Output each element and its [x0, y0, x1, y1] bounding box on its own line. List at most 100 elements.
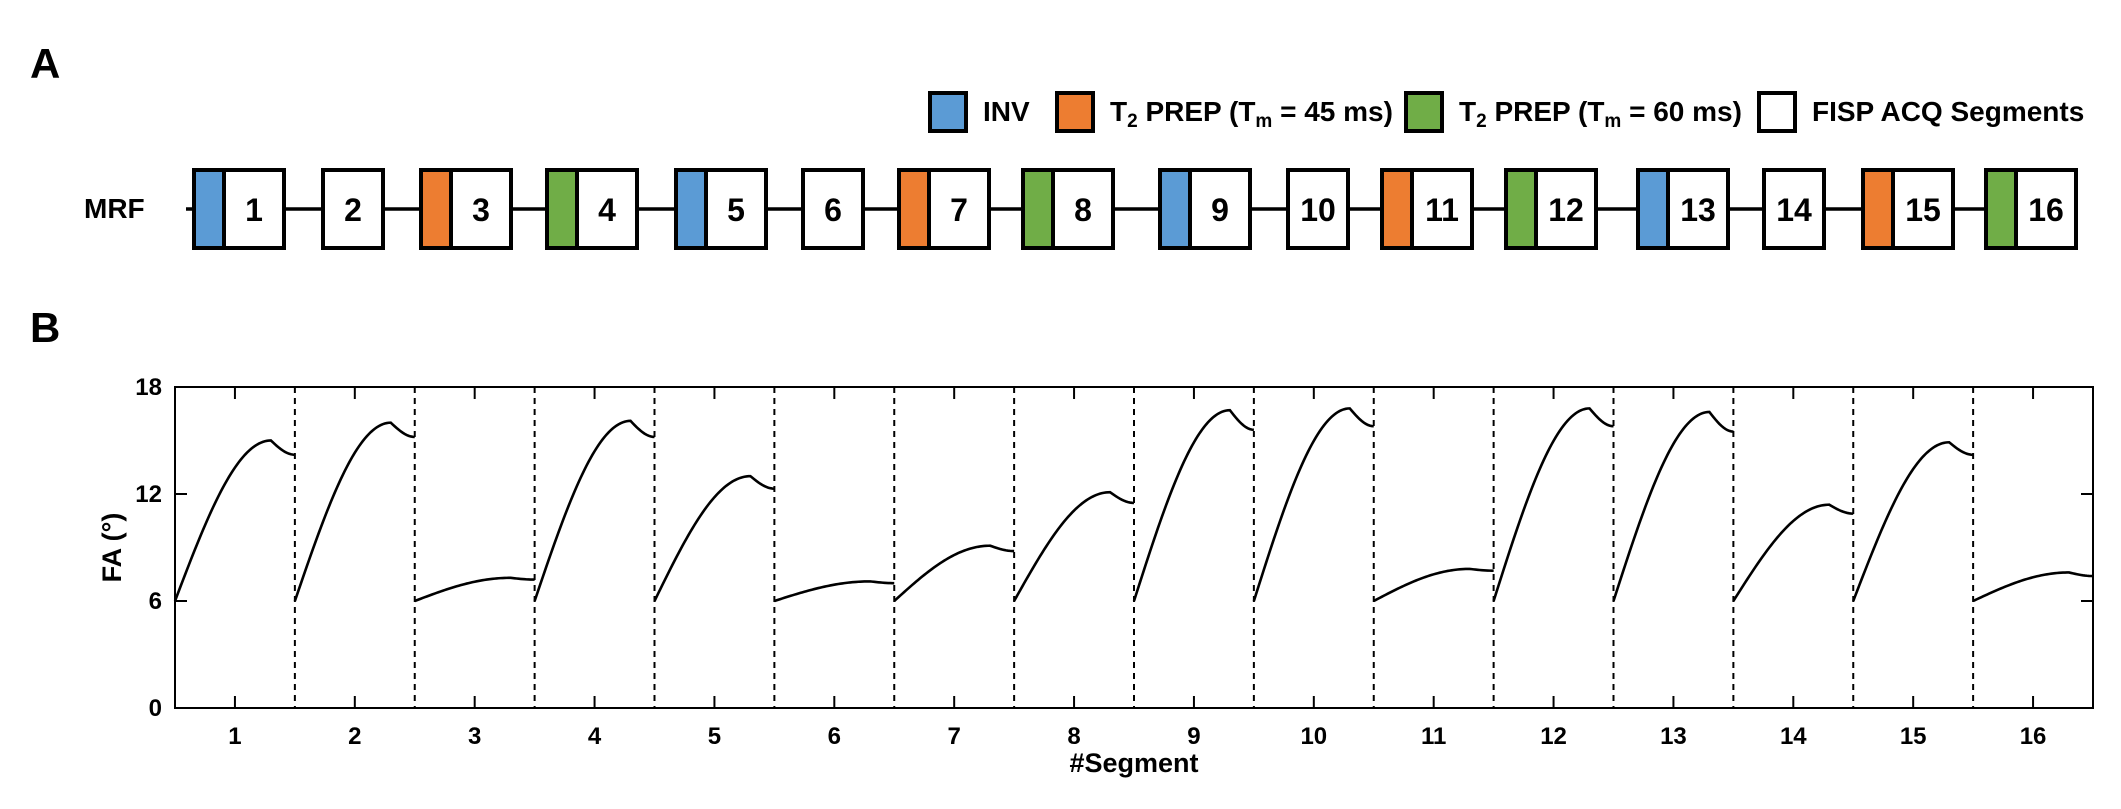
y-axis-label: FA (°) — [97, 513, 127, 583]
acq-segment-number: 5 — [727, 192, 745, 228]
acq-segment-box — [704, 168, 768, 250]
fa-curve-segment-1 — [173, 439, 295, 602]
acq-segment-number: 8 — [1074, 192, 1092, 228]
x-tick-label: 2 — [348, 723, 361, 750]
acq-segment-number: 15 — [1905, 192, 1941, 228]
sequence-segment-6: 6 — [801, 168, 865, 250]
fa-curve-segment-4 — [533, 419, 655, 602]
x-tick-label: 7 — [948, 723, 961, 750]
fa-curve-segment-13 — [1612, 410, 1734, 602]
fa-curve-segment-10 — [1252, 407, 1374, 602]
mrf-row-label: MRF — [84, 193, 145, 224]
sequence-segment-1: 1 — [192, 168, 286, 250]
legend-text-acq: FISP ACQ Segments — [1812, 96, 2084, 127]
legend-swatch-t2_45 — [1055, 91, 1095, 133]
acq-segment-box — [449, 168, 513, 250]
acq-segment-box — [1410, 168, 1474, 250]
fa-curve-segment-11 — [1373, 567, 1494, 603]
fa-curve-segment-3 — [414, 576, 535, 603]
legend: INV T2 PREP (Tm = 45 ms) T2 PREP (Tm = 60 … — [928, 91, 2084, 133]
acq-segment-box — [1762, 168, 1826, 250]
acq-segment-number: 3 — [472, 192, 490, 228]
fa-curve-segment-16 — [1972, 571, 2094, 603]
x-tick-label: 8 — [1067, 723, 1080, 750]
x-tick-label: 13 — [1660, 723, 1687, 750]
x-tick-label: 15 — [1900, 723, 1927, 750]
legend-text-t2_60: T2 PREP (Tm = 60 ms) — [1459, 96, 1742, 132]
sequence-segment-11: 11 — [1380, 168, 1474, 250]
acq-segment-box — [927, 168, 991, 250]
prep-block-t2_60 — [1984, 168, 2018, 250]
fa-curve-segment-2 — [293, 421, 415, 602]
x-tick-label: 5 — [708, 723, 721, 750]
legend-swatch-acq — [1757, 91, 1797, 133]
acq-segment-box — [575, 168, 639, 250]
sequence-segment-7: 7 — [897, 168, 991, 250]
prep-block-t2_60 — [1021, 168, 1055, 250]
sequence-segment-10: 10 — [1286, 168, 1350, 250]
acq-segment-number: 4 — [598, 192, 616, 228]
legend-text-inv: INV — [983, 96, 1030, 127]
acq-segment-box — [1188, 168, 1252, 250]
prep-block-t2_60 — [545, 168, 579, 250]
y-tick-label: 18 — [135, 374, 162, 401]
fa-curve-segment-14 — [1732, 503, 1854, 602]
sequence-segment-15: 15 — [1861, 168, 1955, 250]
acq-segment-number: 11 — [1425, 192, 1459, 228]
acq-segment-box — [1286, 168, 1350, 250]
fa-curve-segment-7 — [893, 544, 1015, 602]
panel-a-label: A — [30, 40, 60, 87]
sequence-segment-5: 5 — [674, 168, 768, 250]
acq-segment-number: 16 — [2028, 192, 2064, 228]
acq-segment-number: 12 — [1548, 192, 1584, 228]
acq-segment-box — [1534, 168, 1598, 250]
y-tick-label: 0 — [149, 695, 162, 722]
prep-block-inv — [674, 168, 708, 250]
acq-segment-number: 6 — [824, 192, 842, 228]
acq-segment-box — [1666, 168, 1730, 250]
legend-text-t2_45: T2 PREP (Tm = 45 ms) — [1110, 96, 1393, 132]
x-tick-label: 6 — [828, 723, 841, 750]
acq-segment-number: 1 — [245, 192, 263, 228]
sequence-segment-4: 4 — [545, 168, 639, 250]
acq-segment-box — [801, 168, 865, 250]
x-tick-label: 4 — [588, 723, 602, 750]
x-tick-label: 16 — [2020, 723, 2047, 750]
acq-segment-number: 7 — [950, 192, 968, 228]
sequence-segment-9: 9 — [1158, 168, 1252, 250]
prep-block-t2_45 — [1380, 168, 1414, 250]
fa-curve-segment-12 — [1492, 407, 1614, 602]
sequence-segment-13: 13 — [1636, 168, 1730, 250]
prep-block-t2_45 — [897, 168, 931, 250]
panel-b-label: B — [30, 304, 60, 351]
prep-block-inv — [1158, 168, 1192, 250]
acq-segment-number: 10 — [1300, 192, 1336, 228]
legend-swatch-t2_60 — [1404, 91, 1444, 133]
x-tick-label: 1 — [228, 723, 241, 750]
fa-curve-segment-8 — [1012, 490, 1135, 602]
acq-segment-number: 14 — [1776, 192, 1812, 228]
acq-segment-number: 2 — [344, 192, 362, 228]
prep-block-t2_45 — [419, 168, 453, 250]
acq-segment-box — [321, 168, 385, 250]
fa-curve-segment-6 — [773, 580, 895, 603]
prep-block-t2_45 — [1861, 168, 1895, 250]
x-tick-label: 10 — [1300, 723, 1327, 750]
acq-segment-number: 13 — [1680, 192, 1716, 228]
acq-segment-box — [2014, 168, 2078, 250]
prep-block-t2_60 — [1504, 168, 1538, 250]
x-tick-label: 12 — [1540, 723, 1567, 750]
sequence-segment-3: 3 — [419, 168, 513, 250]
sequence-segment-2: 2 — [321, 168, 385, 250]
x-tick-label: 3 — [468, 723, 481, 750]
legend-swatch-inv — [928, 91, 968, 133]
x-tick-label: 9 — [1187, 723, 1200, 750]
prep-block-inv — [192, 168, 226, 250]
acq-segment-box — [1051, 168, 1115, 250]
acq-segment-box — [222, 168, 286, 250]
y-tick-label: 6 — [149, 588, 162, 615]
acq-segment-number: 9 — [1211, 192, 1229, 228]
